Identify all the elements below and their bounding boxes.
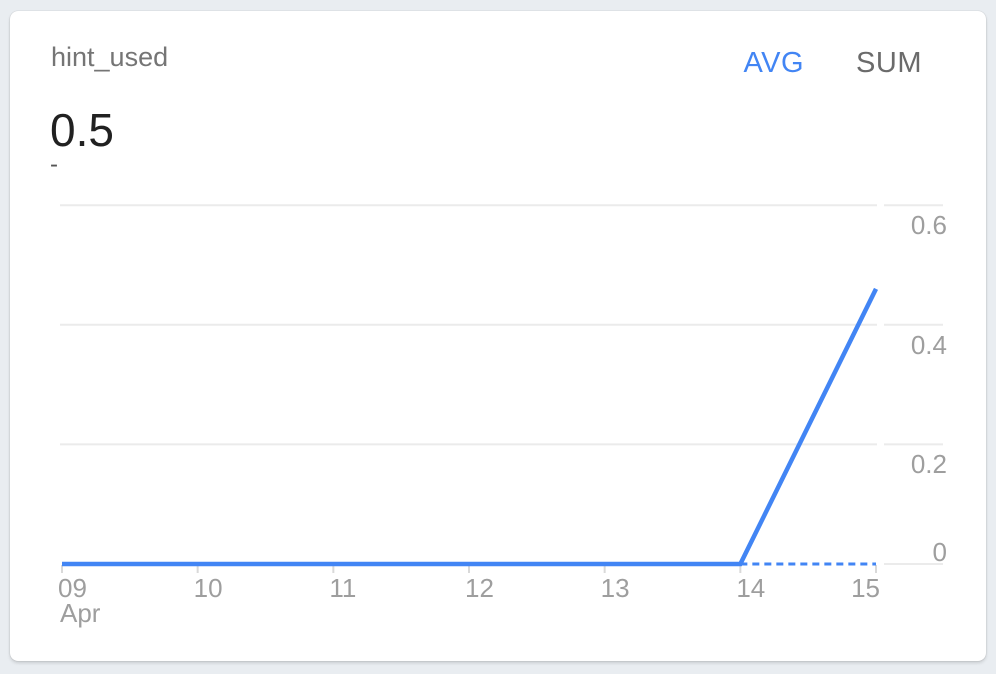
x-axis-month-label: Apr [60,598,101,628]
x-axis-label: 15 [851,573,880,603]
toggle-avg-button[interactable]: AVG [743,47,805,79]
series-line [62,287,879,567]
aggregation-toggle: AVG SUM [743,47,922,80]
primary-metric-value: 0.5 [50,104,114,156]
y-axis-label: 0 [932,537,947,567]
metric-card: hint_used AVG SUM 0.5 - 0 0.2 0.4 0.6 09 10 11… [10,11,986,661]
x-axis-label: 13 [600,573,630,603]
toggle-sum-button[interactable]: SUM [856,47,922,79]
x-axis-label: 09 [58,573,87,603]
line-chart-svg [60,204,943,573]
chart-canvas[interactable]: 0 0.2 0.4 0.6 09 10 11 12 13 14 15 Apr [10,11,986,661]
secondary-metric-value: - [50,151,58,178]
y-axis-label: 0.2 [910,449,947,480]
x-axis-label: 12 [465,573,494,603]
y-axis-label: 0.4 [910,329,947,360]
y-axis-label: 0.6 [910,210,947,241]
card-title: hint_used [51,42,169,72]
x-axis-label: 11 [329,573,357,603]
x-axis-label: 14 [736,573,766,603]
x-axis-label: 10 [193,573,223,603]
